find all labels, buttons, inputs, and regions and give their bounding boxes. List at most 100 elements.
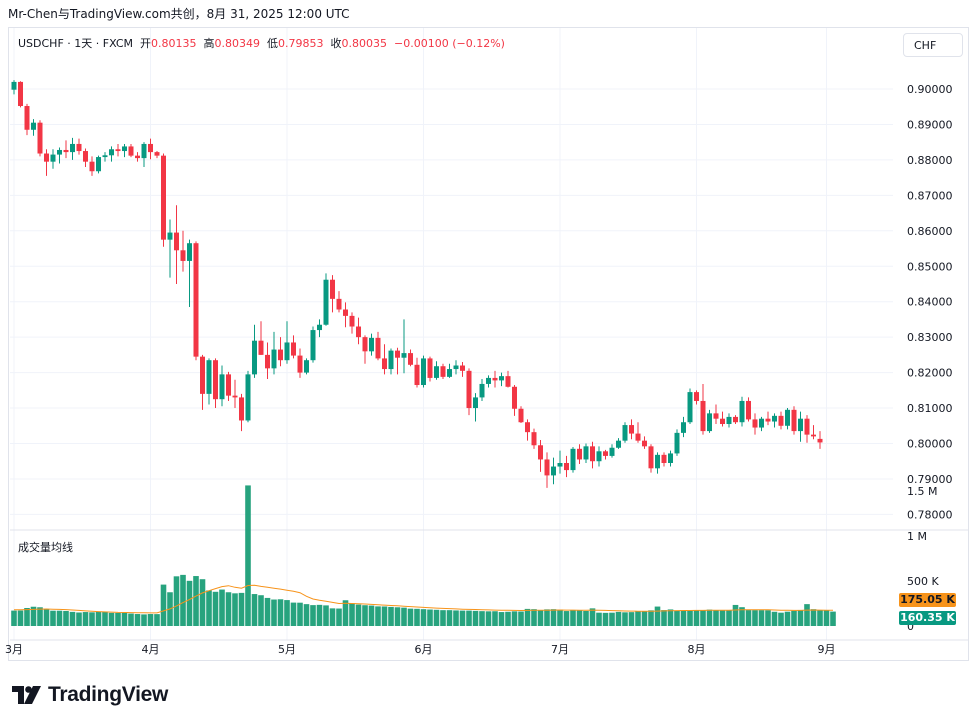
candle-body (24, 106, 30, 130)
candle-body (570, 448, 576, 471)
candle-body (258, 340, 264, 355)
price-axis-label: 0.84000 (907, 296, 953, 309)
candle-body (109, 149, 114, 156)
volume-ma-price-tag: 175.05 K (899, 593, 956, 607)
volume-bar (303, 604, 310, 626)
candle-body (590, 446, 595, 462)
candle-body (297, 355, 303, 373)
volume-bar (154, 614, 160, 626)
candle-body (629, 425, 634, 434)
close-label: 收 (330, 37, 342, 50)
candle-body (453, 365, 459, 370)
volume-bar (245, 485, 251, 626)
volume-bar (680, 610, 687, 626)
time-axis-label: 7月 (551, 643, 569, 656)
volume-bar (43, 608, 50, 626)
candle-body (720, 418, 725, 425)
volume-bar (745, 610, 752, 626)
volume-bar (160, 584, 167, 626)
candle-body (765, 418, 771, 422)
candle-body (746, 400, 751, 420)
candle-body (583, 446, 589, 460)
candle-body (798, 418, 803, 432)
tradingview-logo-text: TradingView (48, 683, 169, 706)
candle-body (499, 376, 504, 381)
tradingview-logo[interactable]: TradingView (12, 683, 168, 707)
volume-bar (368, 605, 375, 626)
candle-body (161, 155, 166, 240)
candle-body (187, 243, 192, 261)
volume-indicator-label[interactable]: 成交量均线 (18, 541, 73, 554)
volume-bar (700, 610, 706, 626)
candle-body (271, 349, 277, 369)
chart-attribution: Mr-Chen与TradingView.com共创，8月 31, 2025 12… (8, 7, 350, 21)
candle-body (713, 413, 719, 419)
candle-body (791, 409, 797, 432)
volume-bar (641, 611, 648, 626)
volume-bar (479, 611, 485, 626)
candle-body (76, 143, 82, 152)
volume-bar (199, 579, 206, 626)
volume-bar (225, 592, 232, 626)
volume-bar (778, 612, 784, 626)
volume-bar (102, 611, 108, 626)
candle-body (564, 462, 569, 471)
volume-bar (323, 605, 329, 626)
candle-body (538, 445, 543, 460)
volume-bar (24, 608, 30, 626)
candle-body (401, 353, 407, 358)
candle-body (317, 324, 322, 331)
volume-bar (472, 610, 479, 626)
volume-bar (622, 612, 628, 626)
volume-bar (674, 610, 680, 626)
volume-ma-line (14, 584, 833, 614)
candle-body (63, 149, 69, 153)
candle-body (128, 146, 134, 156)
currency-button[interactable]: CHF (903, 33, 963, 57)
volume-bar (336, 608, 342, 626)
volume-bar (550, 609, 557, 626)
candle-body (661, 454, 667, 463)
candle-body (596, 451, 602, 462)
candle-body (609, 447, 615, 456)
candle-body (31, 122, 36, 130)
low-value: 0.79853 (278, 37, 324, 50)
volume-bar (752, 610, 758, 626)
candle-body (174, 232, 179, 251)
candle-body (817, 438, 823, 443)
volume-bar (544, 609, 550, 626)
volume-bar (232, 593, 238, 626)
volume-bar (557, 609, 563, 626)
candle-body (395, 350, 400, 358)
price-axis-label: 0.80000 (907, 438, 953, 451)
volume-bar (531, 609, 537, 626)
volume-bar (726, 610, 732, 626)
volume-bar (667, 609, 674, 626)
candle-body (213, 360, 218, 400)
volume-bar (69, 611, 76, 626)
candle-body (668, 453, 673, 463)
volume-bar (17, 610, 24, 626)
candle-body (434, 366, 439, 378)
volume-bar (492, 611, 498, 626)
time-axis-label: 4月 (142, 643, 160, 656)
volume-bar (427, 609, 433, 626)
open-label: 开 (140, 37, 151, 50)
volume-bar (563, 611, 570, 626)
volume-bar (505, 611, 511, 626)
volume-bar (310, 605, 316, 626)
high-value: 0.80349 (214, 37, 261, 50)
candle-body (804, 418, 810, 435)
volume-bar (485, 611, 492, 626)
volume-bar (433, 609, 440, 626)
candle-body (44, 153, 49, 162)
candle-body (89, 161, 95, 172)
volume-bar (76, 612, 82, 626)
candle-body (778, 415, 784, 426)
price-axis-label: 0.79000 (907, 473, 953, 486)
volume-bar (407, 608, 414, 626)
candle-body (135, 155, 140, 159)
candle-body (603, 451, 608, 456)
symbol-label[interactable]: USDCHF · 1天 · FXCM (18, 37, 133, 50)
